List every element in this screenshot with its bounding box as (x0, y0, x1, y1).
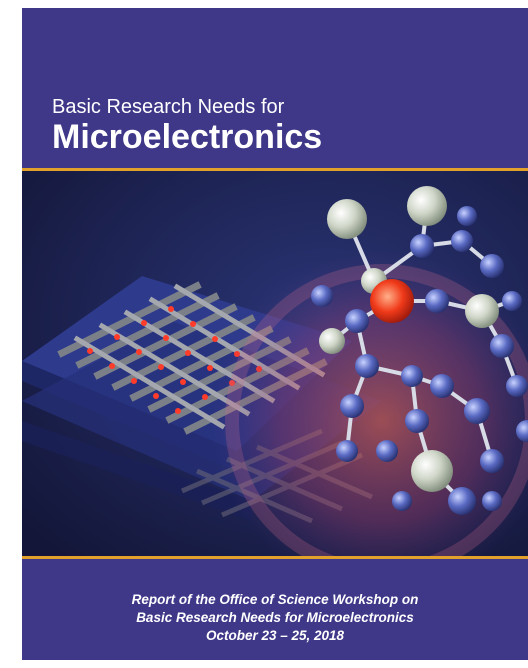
molecule-atoms (311, 186, 528, 515)
cover-title: Microelectronics (52, 118, 323, 156)
cover-footer (22, 559, 528, 660)
microelectronics-artwork (22, 171, 528, 556)
report-line-2: Basic Research Needs for Microelectronic… (136, 610, 414, 625)
cover-header: Basic Research Needs for Microelectronic… (22, 8, 528, 168)
report-date: October 23 – 25, 2018 (205, 628, 345, 643)
cover-illustration (22, 171, 528, 556)
cover-subtitle: Basic Research Needs for (52, 96, 285, 118)
report-cover: Basic Research Needs for Microelectronic… (22, 8, 528, 660)
central-red-atom (370, 279, 414, 323)
report-line-1: Report of the Office of Science Workshop… (131, 592, 419, 607)
gold-divider-top (22, 168, 528, 171)
gold-divider-bottom (22, 556, 528, 559)
